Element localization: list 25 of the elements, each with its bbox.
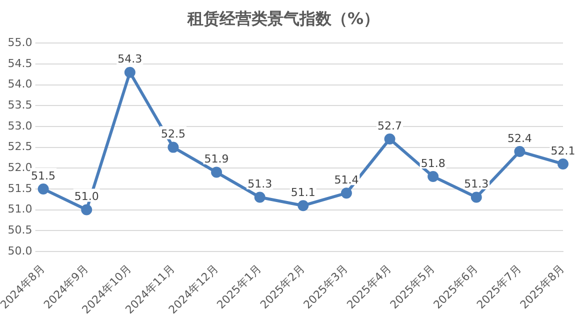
y-tick-label: 52.5 xyxy=(8,140,32,154)
data-label: 51.3 xyxy=(248,178,272,191)
data-label: 51.9 xyxy=(204,152,229,166)
y-tick-label: 51.5 xyxy=(8,182,32,195)
y-tick-label: 50.5 xyxy=(8,223,32,236)
data-label: 52.7 xyxy=(378,119,402,132)
y-tick-label: 55.0 xyxy=(8,36,32,50)
y-tick-label: 50.0 xyxy=(8,244,32,258)
y-tick-label: 53.5 xyxy=(8,98,32,112)
y-tick-label: 53.0 xyxy=(8,119,32,132)
data-label: 51.0 xyxy=(74,190,99,204)
data-label: 51.1 xyxy=(290,186,316,199)
data-label: 51.5 xyxy=(31,169,56,182)
chart-title: 租赁经营类景气指数（%） xyxy=(186,8,380,28)
data-label: 52.1 xyxy=(550,144,576,158)
data-label: 54.3 xyxy=(118,52,142,66)
y-tick-label: 52.0 xyxy=(8,160,32,174)
data-label: 51.4 xyxy=(334,173,359,186)
data-label: 52.4 xyxy=(507,132,532,145)
y-tick-label: 54.0 xyxy=(8,78,32,91)
y-tick-label: 51.0 xyxy=(8,202,32,216)
y-tick-label: 54.5 xyxy=(8,56,32,70)
data-label: 51.3 xyxy=(464,178,489,191)
data-label: 51.8 xyxy=(420,156,446,170)
data-label: 52.5 xyxy=(160,128,186,141)
